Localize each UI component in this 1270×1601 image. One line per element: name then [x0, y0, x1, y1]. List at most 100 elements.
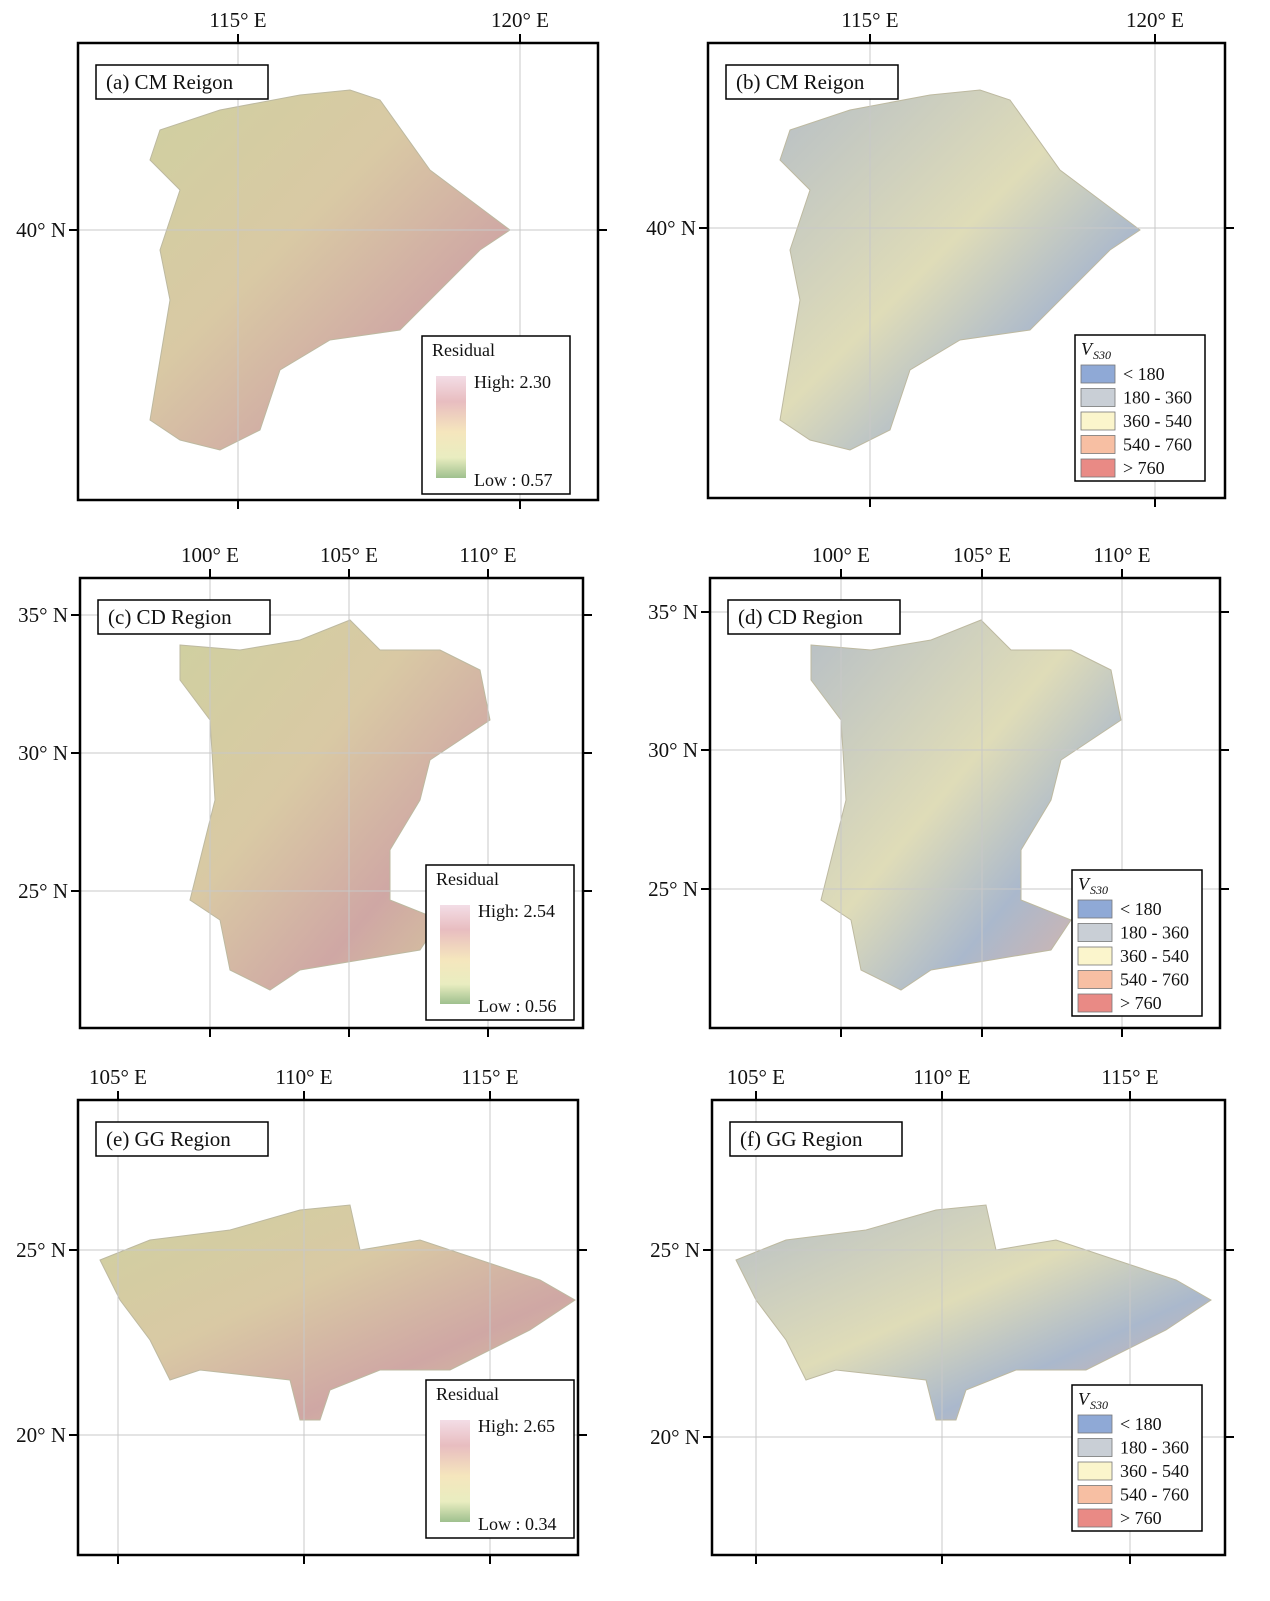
legend-title: V: [1078, 874, 1091, 894]
map-panel: 115° E 120° E 40° N (a) CM Reigon Residual Hi…: [16, 8, 607, 509]
x-tick-label: 105° E: [953, 543, 1011, 567]
legend-box: [1071, 869, 1203, 1017]
legend-colorbar: [436, 376, 466, 478]
legend-colorbar: [440, 905, 470, 1004]
title-box: [97, 599, 271, 635]
legend-label: > 760: [1120, 993, 1162, 1013]
legend-swatch: [1080, 388, 1116, 407]
legend-label: > 760: [1120, 1508, 1162, 1528]
legend-swatch: [1077, 970, 1113, 989]
legend-title-sub: S30: [1093, 348, 1111, 362]
legend-title: Residual: [432, 340, 495, 360]
legend-swatch: [1077, 1414, 1113, 1434]
legend-title-sub: S30: [1090, 883, 1108, 897]
legend-label: 180 - 360: [1120, 923, 1189, 943]
legend-high: High: 2.54: [478, 901, 555, 921]
legend-title: V: [1078, 1389, 1091, 1409]
region-shape: [735, 1204, 1212, 1421]
y-tick-label: 30° N: [18, 741, 68, 765]
legend-swatch: [1077, 899, 1113, 919]
panel-title: (f) GG Region: [740, 1127, 863, 1151]
panel-title: (c) CD Region: [108, 605, 232, 629]
legend-swatch: [1080, 435, 1116, 454]
legend-swatch: [1080, 364, 1116, 384]
legend: V S30 < 180 180 - 360 360 - 540 540 - 760 > 76…: [1071, 869, 1203, 1017]
x-tick-label: 120° E: [491, 8, 549, 32]
map-frame: [706, 41, 1227, 500]
legend-title: Residual: [436, 1384, 499, 1404]
legend: Residual High: 2.54 Low : 0.56: [425, 864, 575, 1021]
map-frame: [710, 1098, 1227, 1557]
x-tick-label: 105° E: [320, 543, 378, 567]
x-tick-label: 105° E: [727, 1065, 785, 1089]
map-frame: [708, 576, 1222, 1030]
legend-swatch: [1080, 411, 1116, 431]
y-tick-label: 25° N: [18, 879, 68, 903]
title-box: [95, 1121, 269, 1157]
title-box: [725, 64, 899, 100]
legend-swatch: [1077, 923, 1113, 942]
legend-swatch: [1080, 458, 1116, 478]
x-tick-label: 110° E: [275, 1065, 332, 1089]
legend-swatch: [1077, 1461, 1113, 1481]
legend-title: V: [1081, 339, 1094, 359]
title-box: [729, 1121, 903, 1157]
x-tick-label: 100° E: [812, 543, 870, 567]
legend-high: High: 2.30: [474, 372, 551, 392]
legend-label: < 180: [1120, 899, 1162, 919]
legend: Residual High: 2.30 Low : 0.57: [421, 335, 571, 495]
y-tick-label: 40° N: [646, 216, 696, 240]
legend-low: Low : 0.34: [478, 1514, 557, 1534]
y-tick-label: 20° N: [650, 1425, 700, 1449]
legend-label: 360 - 540: [1120, 1461, 1189, 1481]
panel-title: (a) CM Reigon: [106, 70, 234, 94]
legend-title: Residual: [436, 869, 499, 889]
legend-label: 360 - 540: [1123, 411, 1192, 431]
legend-swatch: [1077, 1508, 1113, 1528]
map-frame: [78, 576, 585, 1030]
legend: V S30 < 180 180 - 360 360 - 540 540 - 760 > 76…: [1074, 334, 1206, 482]
x-tick-label: 105° E: [89, 1065, 147, 1089]
legend-colorbar: [440, 1420, 470, 1522]
y-tick-label: 30° N: [648, 738, 698, 762]
x-tick-label: 115° E: [841, 8, 898, 32]
title-box: [727, 599, 901, 635]
map-panel: 100° E 105° E 110° E 35° N 30° N 25° N (d) CD …: [648, 543, 1229, 1037]
legend: V S30 < 180 180 - 360 360 - 540 540 - 760 > 76…: [1071, 1384, 1203, 1532]
legend-label: 180 - 360: [1123, 388, 1192, 408]
x-tick-label: 110° E: [913, 1065, 970, 1089]
map-panel: 115° E 120° E 40° N (b) CM Reigon V S30 < 180 1…: [646, 8, 1234, 507]
map-frame: [76, 41, 600, 502]
legend-label: 540 - 760: [1123, 435, 1192, 455]
legend: Residual High: 2.65 Low : 0.34: [425, 1379, 575, 1539]
panel-title: (b) CM Reigon: [736, 70, 865, 94]
x-tick-label: 100° E: [181, 543, 239, 567]
legend-label: < 180: [1120, 1414, 1162, 1434]
y-tick-label: 25° N: [16, 1238, 66, 1262]
x-tick-label: 110° E: [459, 543, 516, 567]
map-panel: 100° E 105° E 110° E 35° N 30° N 25° N (c) CD …: [18, 543, 592, 1037]
region-shape: [810, 619, 1122, 991]
legend-swatch: [1077, 946, 1113, 966]
legend-label: < 180: [1123, 364, 1165, 384]
legend-swatch: [1077, 1485, 1113, 1504]
legend-low: Low : 0.57: [474, 470, 553, 490]
legend-label: > 760: [1123, 458, 1165, 478]
legend-label: 180 - 360: [1120, 1438, 1189, 1458]
x-tick-label: 120° E: [1126, 8, 1184, 32]
x-tick-label: 115° E: [209, 8, 266, 32]
x-tick-label: 115° E: [461, 1065, 518, 1089]
legend-box: [1071, 1384, 1203, 1532]
map-panel: 105° E 110° E 115° E 25° N 20° N (f) GG Regio…: [650, 1065, 1234, 1564]
title-box: [95, 64, 269, 100]
legend-box: [1074, 334, 1206, 482]
x-tick-label: 115° E: [1101, 1065, 1158, 1089]
x-tick-label: 110° E: [1093, 543, 1150, 567]
legend-swatch: [1077, 1438, 1113, 1457]
y-tick-label: 35° N: [18, 603, 68, 627]
y-tick-label: 25° N: [650, 1238, 700, 1262]
legend-label: 540 - 760: [1120, 970, 1189, 990]
y-tick-label: 25° N: [648, 877, 698, 901]
